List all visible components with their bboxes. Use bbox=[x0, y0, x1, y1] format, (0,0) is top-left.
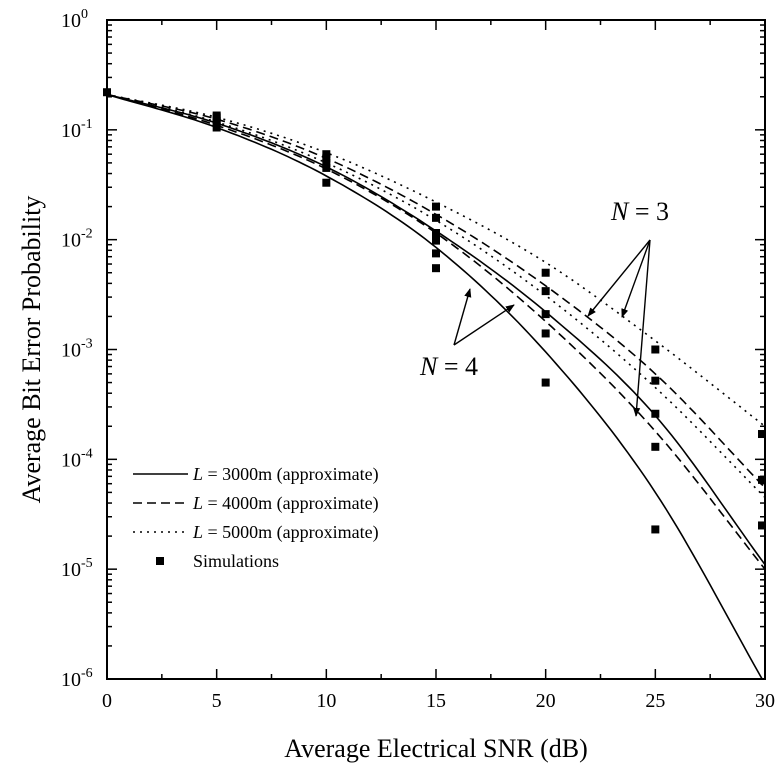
series-line bbox=[107, 93, 765, 498]
simulation-point bbox=[212, 123, 221, 132]
simulation-point bbox=[432, 249, 440, 258]
plot-frame bbox=[106, 19, 766, 680]
annotation-text: = 4 bbox=[437, 352, 478, 381]
annotation-label: N = 3 bbox=[610, 197, 669, 226]
x-tick-label: 0 bbox=[102, 690, 112, 712]
y-tick-label: 10-3 bbox=[61, 337, 93, 362]
annotation-var: N bbox=[419, 352, 439, 381]
series-line bbox=[107, 93, 764, 679]
y-tick-label: 10-4 bbox=[61, 446, 93, 471]
simulation-point bbox=[541, 310, 550, 319]
simulation-point bbox=[758, 430, 766, 439]
simulation-point bbox=[322, 178, 331, 187]
legend-label: Simulations bbox=[193, 551, 279, 571]
simulation-point bbox=[322, 163, 331, 172]
legend-var: L bbox=[192, 464, 203, 484]
simulation-point bbox=[541, 329, 550, 338]
legend-text: = 4000m (approximate) bbox=[203, 493, 379, 514]
x-tick-label: 15 bbox=[426, 690, 446, 712]
annotation-arrow bbox=[453, 304, 515, 346]
legend-text: = 5000m (approximate) bbox=[203, 522, 379, 543]
legend-label: L = 4000m (approximate) bbox=[192, 493, 379, 514]
annotation-arrow bbox=[453, 288, 472, 346]
legend: L = 3000m (approximate)L = 4000m (approx… bbox=[133, 464, 379, 571]
y-tick-label: 10-6 bbox=[61, 666, 93, 691]
y-tick-label: 100 bbox=[61, 7, 88, 32]
simulation-point bbox=[432, 229, 440, 238]
simulation-point bbox=[432, 213, 440, 222]
annotations: N = 3N = 4 bbox=[419, 197, 669, 381]
y-tick-base: 10 bbox=[61, 230, 81, 252]
y-tick-base: 10 bbox=[61, 449, 81, 471]
y-tick-base: 10 bbox=[61, 669, 81, 691]
x-axis-title: Average Electrical SNR (dB) bbox=[284, 734, 587, 763]
annotation-var: N bbox=[610, 197, 630, 226]
annotation-text: = 3 bbox=[628, 197, 669, 226]
simulation-point bbox=[432, 264, 440, 273]
simulation-point bbox=[212, 111, 221, 120]
simulation-point bbox=[432, 202, 440, 211]
y-tick-base: 10 bbox=[61, 120, 81, 142]
axis-ticks-layer bbox=[106, 19, 766, 680]
curves-layer bbox=[107, 93, 765, 679]
simulation-markers-layer bbox=[103, 88, 766, 534]
y-tick-base: 10 bbox=[61, 340, 81, 362]
y-tick-exponent: 0 bbox=[81, 7, 88, 22]
y-tick-label: 10-2 bbox=[61, 227, 93, 252]
annotation-arrow bbox=[621, 239, 651, 318]
legend-text: = 3000m (approximate) bbox=[203, 464, 379, 485]
simulation-point bbox=[541, 287, 550, 296]
legend-text: Simulations bbox=[193, 551, 279, 571]
y-tick-exponent: -2 bbox=[81, 227, 93, 242]
annotation-arrow bbox=[587, 239, 651, 317]
simulation-point bbox=[651, 409, 660, 418]
x-tick-label: 30 bbox=[755, 690, 775, 712]
annotation-arrow bbox=[633, 239, 651, 417]
simulation-point bbox=[322, 154, 331, 163]
simulation-point bbox=[758, 475, 766, 484]
y-tick-exponent: -1 bbox=[81, 117, 93, 132]
x-tick-label: 5 bbox=[212, 690, 222, 712]
simulation-point bbox=[541, 268, 550, 277]
legend-label: L = 3000m (approximate) bbox=[192, 464, 379, 485]
x-tick-label: 25 bbox=[645, 690, 665, 712]
x-tick-labels: 0 5 10 15 20 25 30 bbox=[102, 690, 775, 712]
annotation-label: N = 4 bbox=[419, 352, 478, 381]
simulation-point bbox=[541, 378, 550, 387]
legend-var: L bbox=[192, 493, 203, 513]
simulation-point bbox=[651, 525, 660, 534]
simulation-point bbox=[651, 345, 660, 354]
y-tick-base: 10 bbox=[61, 10, 81, 32]
legend-label: L = 5000m (approximate) bbox=[192, 522, 379, 543]
legend-marker bbox=[156, 557, 164, 565]
simulation-point bbox=[651, 442, 660, 451]
y-tick-exponent: -5 bbox=[81, 556, 93, 571]
x-tick-label: 20 bbox=[536, 690, 556, 712]
y-tick-base: 10 bbox=[61, 559, 81, 581]
simulation-point bbox=[322, 158, 331, 167]
x-tick-label: 10 bbox=[316, 690, 336, 712]
annotation-arrows-layer bbox=[453, 239, 651, 417]
y-tick-exponent: -3 bbox=[81, 337, 93, 352]
simulation-point bbox=[432, 236, 440, 245]
y-tick-label: 10-1 bbox=[61, 117, 93, 142]
simulation-point bbox=[651, 376, 660, 385]
y-tick-label: 10-5 bbox=[61, 556, 93, 581]
legend-var: L bbox=[192, 522, 203, 542]
y-tick-exponent: -4 bbox=[81, 446, 93, 461]
y-tick-exponent: -6 bbox=[81, 666, 93, 681]
simulation-point bbox=[322, 150, 331, 159]
simulation-point bbox=[758, 521, 766, 530]
y-axis-title: Average Bit Error Probability bbox=[17, 196, 46, 504]
